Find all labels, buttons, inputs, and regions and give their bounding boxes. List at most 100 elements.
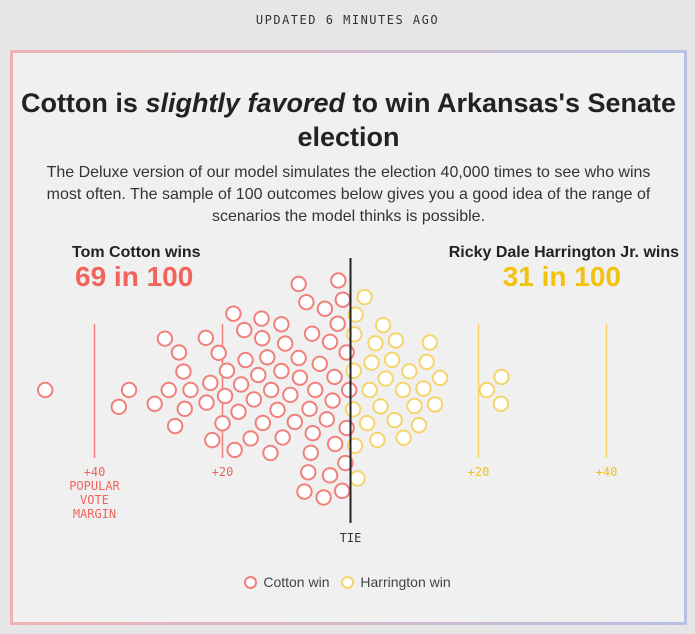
- cotton-outcome-dot: [307, 381, 324, 399]
- cotton-outcome-dot: [330, 272, 347, 289]
- tick-label: TIE: [340, 531, 362, 545]
- harrington-outcome-dot: [418, 353, 435, 371]
- cotton-outcome-dot: [166, 417, 184, 435]
- cotton-outcome-dot: [218, 362, 236, 379]
- right-candidate-label: Ricky Dale Harrington Jr. wins: [448, 244, 679, 261]
- harrington-outcome-dot: [493, 368, 510, 386]
- cotton-outcome-dot: [226, 441, 243, 459]
- cotton-outcome-dot: [176, 400, 193, 418]
- tick-label: +40: [84, 465, 106, 479]
- harrington-outcome-dot: [421, 334, 439, 351]
- cotton-outcome-dot: [315, 489, 332, 506]
- axis-sublabel: VOTE: [80, 493, 109, 507]
- harrington-outcome-dot: [383, 351, 401, 369]
- cotton-outcome-dot: [230, 403, 247, 420]
- harrington-outcome-dot: [372, 398, 389, 415]
- cotton-outcome-dot: [216, 387, 234, 405]
- cotton-outcome-dot: [232, 376, 250, 393]
- cotton-outcome-dot: [329, 315, 346, 332]
- cotton-outcome-dot: [290, 349, 307, 367]
- cotton-outcome-dot: [175, 363, 192, 380]
- cotton-outcome-dot: [245, 391, 263, 408]
- axis-sublabel: MARGIN: [73, 507, 116, 521]
- tick-label: +20: [468, 465, 490, 479]
- harrington-outcome-dot: [431, 369, 449, 387]
- legend-item-cotton: Cotton win: [244, 574, 330, 590]
- harrington-outcome-dot: [358, 414, 376, 432]
- harrington-outcome-dot: [346, 326, 363, 343]
- cotton-outcome-dot: [253, 330, 271, 347]
- cotton-outcome-dot: [254, 414, 272, 432]
- harrington-outcome-dot: [478, 381, 496, 399]
- cotton-legend-swatch: [244, 575, 258, 589]
- cotton-outcome-dot: [321, 467, 339, 484]
- cotton-outcome-dot: [274, 429, 291, 446]
- cotton-outcome-dot: [120, 381, 138, 399]
- cotton-outcome-dot: [333, 482, 351, 500]
- cotton-outcome-dot: [316, 300, 334, 317]
- cotton-outcome-dot: [300, 464, 317, 481]
- cotton-outcome-dot: [337, 454, 354, 472]
- cotton-outcome-dot: [236, 321, 253, 339]
- cotton-outcome-dot: [160, 381, 177, 399]
- headline-part2: to win Arkansas's Senate election: [297, 88, 677, 152]
- cotton-outcome-dot: [156, 330, 174, 347]
- cotton-outcome-dot: [282, 386, 299, 404]
- cotton-outcome-dot: [253, 310, 270, 327]
- cotton-outcome-dot: [304, 424, 321, 442]
- cotton-outcome-dot: [170, 344, 188, 361]
- harrington-outcome-dot: [426, 396, 444, 413]
- harrington-outcome-dot: [356, 288, 373, 306]
- cotton-outcome-dot: [338, 419, 355, 437]
- cotton-outcome-dot: [225, 305, 242, 322]
- cotton-outcome-dot: [291, 369, 309, 386]
- cotton-outcome-dot: [290, 275, 307, 293]
- harrington-outcome-dot: [363, 354, 380, 371]
- cotton-outcome-dot: [197, 329, 215, 347]
- harrington-outcome-dot: [410, 416, 428, 434]
- cotton-outcome-dot: [273, 316, 290, 333]
- cotton-outcome-dot: [296, 483, 313, 500]
- cotton-outcome-dot: [286, 413, 304, 431]
- harrington-outcome-dot: [401, 363, 418, 380]
- cotton-outcome-dot: [262, 381, 280, 399]
- description: The Deluxe version of our model simulate…: [46, 164, 651, 225]
- left-candidate-label: Tom Cotton wins: [72, 244, 201, 261]
- cotton-outcome-dot: [326, 435, 344, 453]
- cotton-outcome-dot: [182, 381, 199, 399]
- cotton-outcome-dot: [146, 395, 163, 412]
- harrington-legend-swatch: [341, 575, 355, 589]
- tick-label: +20: [212, 465, 234, 479]
- cotton-outcome-dot: [338, 344, 355, 361]
- cotton-outcome-dot: [250, 366, 267, 384]
- harrington-outcome-dot: [386, 412, 403, 429]
- harrington-outcome-dot: [369, 431, 386, 449]
- cotton-outcome-dot: [210, 344, 227, 362]
- legend: Cotton win Harrington win: [0, 574, 695, 592]
- legend-item-harrington: Harrington win: [341, 574, 451, 590]
- harrington-outcome-dot: [345, 362, 362, 380]
- cotton-outcome-dot: [277, 335, 294, 352]
- cotton-outcome-dot: [273, 362, 290, 380]
- cotton-outcome-dot: [326, 368, 343, 386]
- cotton-outcome-dot: [311, 355, 328, 373]
- harrington-outcome-dot: [344, 401, 362, 418]
- harrington-outcome-dot: [347, 306, 364, 323]
- cotton-outcome-dot: [341, 381, 358, 399]
- cotton-outcome-dot: [298, 293, 315, 311]
- tick-label: +40: [596, 465, 618, 479]
- cotton-outcome-dot: [198, 394, 215, 411]
- headline: Cotton is slightly favored to win Arkans…: [10, 86, 687, 154]
- axis-sublabel: POPULAR: [69, 479, 120, 493]
- headline-part1: Cotton is: [20, 88, 146, 118]
- harrington-outcome-dot: [387, 332, 405, 349]
- cotton-outcome-dot: [214, 415, 231, 432]
- cotton-outcome-dot: [110, 398, 128, 416]
- cotton-outcome-dot: [334, 291, 352, 308]
- cotton-outcome-dot: [204, 431, 221, 449]
- cotton-outcome-dot: [242, 430, 259, 447]
- cotton-outcome-dot: [324, 392, 341, 409]
- cotton-outcome-dot: [37, 381, 54, 399]
- updated-timestamp: UPDATED 6 MINUTES AGO: [255, 13, 440, 27]
